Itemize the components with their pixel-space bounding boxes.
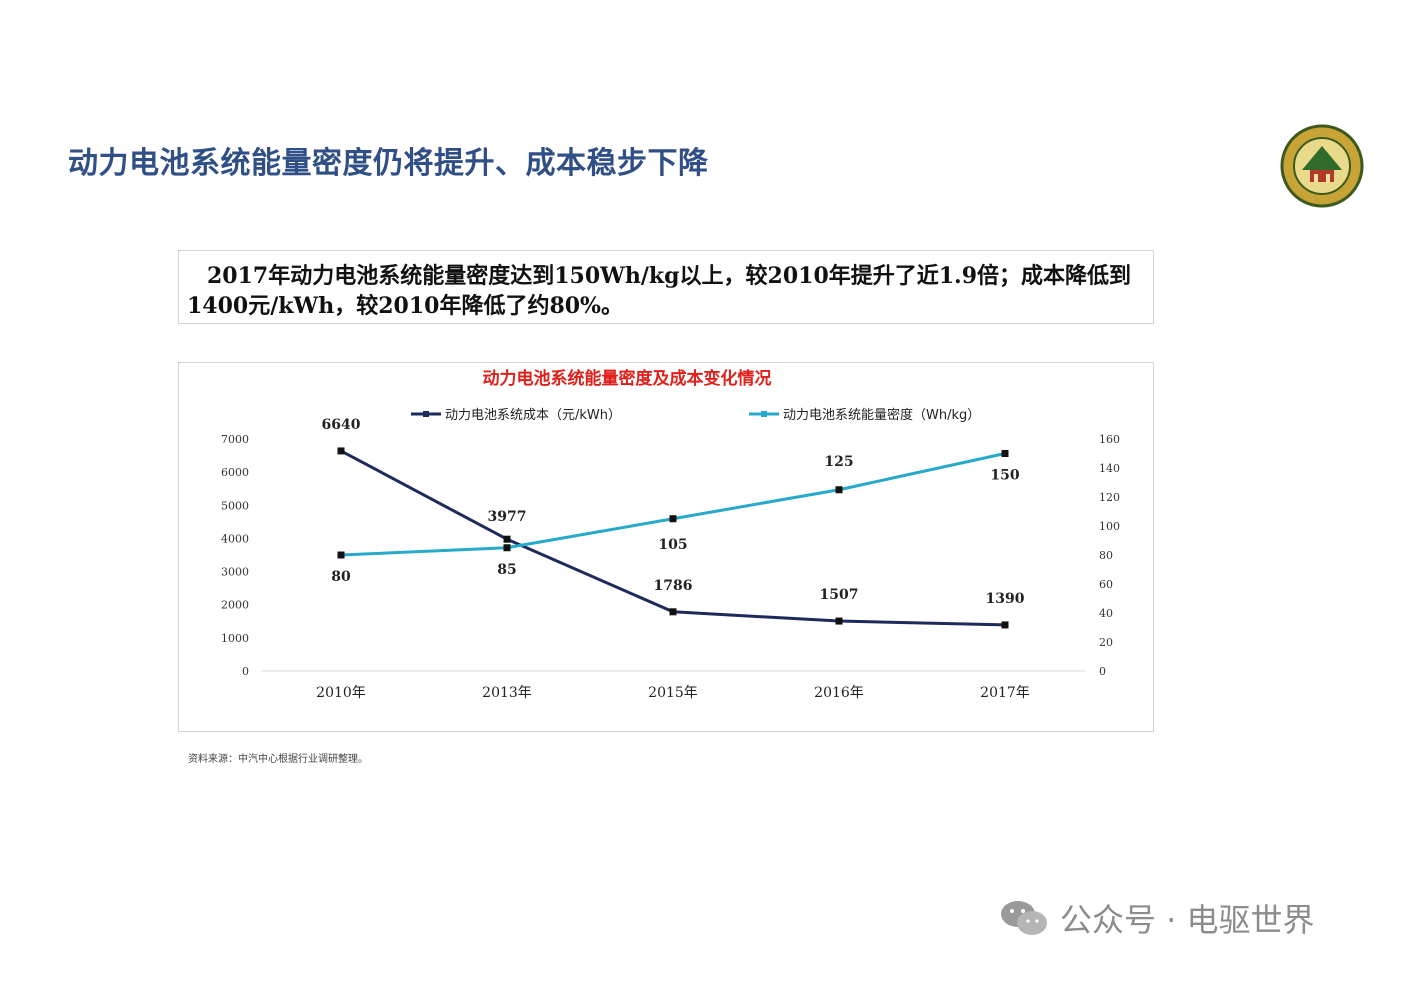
data-point-0 <box>503 535 511 543</box>
data-label-0: 1786 <box>654 578 693 594</box>
y-left-tick-label: 1000 <box>221 632 249 645</box>
data-label-1: 85 <box>497 562 516 578</box>
x-tick-label: 2010年 <box>316 685 366 701</box>
data-point-1 <box>503 544 511 552</box>
x-tick-label: 2015年 <box>648 685 698 701</box>
y-left-tick-label: 7000 <box>221 433 249 446</box>
y-right-tick-label: 100 <box>1099 520 1120 533</box>
summary-text: 2017年动力电池系统能量密度达到150Wh/kg以上，较2010年提升了近1.… <box>178 250 1154 324</box>
wechat-watermark: 公众号 · 电驱世界 <box>1000 895 1315 941</box>
legend-label-0: 动力电池系统成本（元/kWh） <box>445 408 621 423</box>
y-right-tick-label: 40 <box>1099 607 1113 620</box>
y-right-tick-label: 80 <box>1099 549 1113 562</box>
data-label-1: 105 <box>658 537 687 553</box>
chart-frame: 动力电池系统能量密度及成本变化情况动力电池系统成本（元/kWh） 动力电池系统能量… <box>178 362 1154 732</box>
university-seal-logo <box>1280 124 1364 208</box>
data-point-0 <box>337 447 345 455</box>
data-label-0: 3977 <box>488 509 527 525</box>
legend-label-1: 动力电池系统能量密度（Wh/kg） <box>783 407 980 423</box>
data-point-1 <box>835 486 843 494</box>
x-tick-label: 2013年 <box>482 685 532 701</box>
chart-title: 动力电池系统能量密度及成本变化情况 <box>483 368 772 389</box>
y-left-tick-label: 0 <box>242 665 249 678</box>
data-point-1 <box>337 551 345 559</box>
y-left-tick-label: 5000 <box>221 499 249 512</box>
page-title: 动力电池系统能量密度仍将提升、成本稳步下降 <box>68 146 709 181</box>
y-right-tick-label: 60 <box>1099 578 1113 591</box>
data-label-0: 1507 <box>820 587 859 603</box>
data-point-0 <box>669 608 677 616</box>
data-label-0: 6640 <box>322 417 361 433</box>
legend-marker-1 <box>761 411 767 417</box>
data-point-0 <box>1001 621 1009 629</box>
legend-marker-0 <box>423 411 429 417</box>
y-right-tick-label: 120 <box>1099 491 1120 504</box>
data-label-0: 1390 <box>986 591 1025 607</box>
data-label-1: 150 <box>990 468 1019 484</box>
watermark-text: 公众号 · 电驱世界 <box>1060 901 1315 939</box>
y-right-tick-label: 160 <box>1099 433 1120 446</box>
data-point-1 <box>669 515 677 523</box>
y-right-tick-label: 20 <box>1099 636 1113 649</box>
wechat-icon <box>1001 901 1047 935</box>
data-label-1: 125 <box>824 454 853 470</box>
data-point-0 <box>835 617 843 625</box>
y-right-tick-label: 140 <box>1099 462 1120 475</box>
x-tick-label: 2017年 <box>980 685 1030 701</box>
y-left-tick-label: 2000 <box>221 599 249 612</box>
data-point-1 <box>1001 450 1009 457</box>
source-note: 资料来源：中汽中心根据行业调研整理。 <box>188 754 368 765</box>
x-tick-label: 2016年 <box>814 685 864 701</box>
y-left-tick-label: 3000 <box>221 566 249 579</box>
y-left-tick-label: 6000 <box>221 466 249 479</box>
y-right-tick-label: 0 <box>1099 665 1106 678</box>
y-left-tick-label: 4000 <box>221 532 249 545</box>
data-label-1: 80 <box>331 569 351 585</box>
